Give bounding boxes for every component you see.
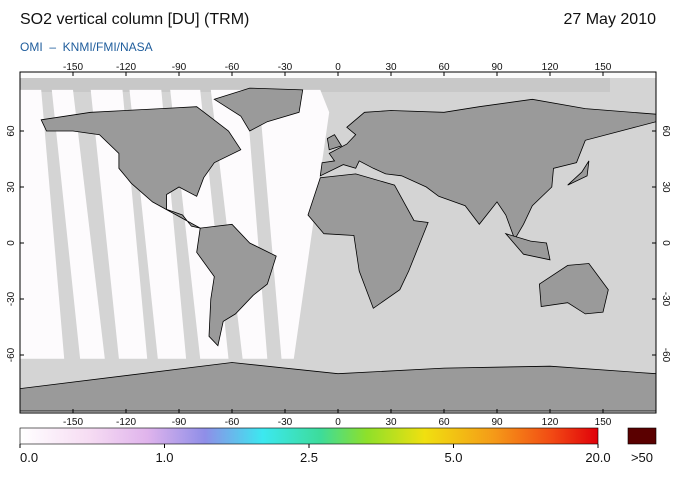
lon-label: -30 bbox=[278, 62, 293, 73]
lat-label: 0 bbox=[660, 240, 671, 246]
source: OMI – KNMI/FMI/NASA bbox=[20, 40, 153, 54]
orbit-swath bbox=[90, 89, 148, 359]
land bbox=[538, 263, 609, 315]
lon-label: 150 bbox=[595, 417, 612, 428]
lat-label: -60 bbox=[660, 348, 671, 363]
lon-label: 0 bbox=[335, 417, 341, 428]
lat-label: 60 bbox=[660, 125, 671, 137]
colorbar-label: 1.0 bbox=[155, 450, 173, 465]
lat-label: 60 bbox=[6, 125, 17, 137]
lon-label: 90 bbox=[491, 62, 503, 73]
lat-label: 30 bbox=[6, 181, 17, 193]
lon-label: 90 bbox=[491, 417, 503, 428]
lon-label: -60 bbox=[225, 417, 240, 428]
lon-label: 30 bbox=[385, 417, 397, 428]
colorbar-label: 2.5 bbox=[300, 450, 318, 465]
lon-label: 120 bbox=[542, 62, 559, 73]
land bbox=[213, 87, 304, 132]
colorbar bbox=[19, 427, 599, 445]
lat-label: -30 bbox=[6, 291, 17, 306]
lat-label: 30 bbox=[660, 181, 671, 193]
colorbar-label: 0.0 bbox=[20, 450, 38, 465]
map bbox=[20, 72, 656, 413]
axes: -150 -120 -90 -60 -30 0 30 60 90 120 150 -150 -120 -9… bbox=[6, 62, 671, 428]
lon-label: -150 bbox=[63, 417, 83, 428]
lon-label: -120 bbox=[116, 62, 136, 73]
lon-label: -90 bbox=[172, 62, 187, 73]
colorbar-label: 5.0 bbox=[444, 450, 462, 465]
lon-label: -120 bbox=[116, 417, 136, 428]
orbit-swath bbox=[258, 89, 330, 359]
lon-label: 150 bbox=[595, 62, 612, 73]
lat-label: -30 bbox=[660, 292, 671, 307]
lon-label: 120 bbox=[542, 417, 559, 428]
polar-band bbox=[20, 78, 610, 92]
title: SO2 vertical column [DU] (TRM) bbox=[20, 11, 249, 28]
lon-label: -150 bbox=[63, 62, 83, 73]
lat-label: 0 bbox=[6, 240, 17, 246]
lon-label: -60 bbox=[225, 62, 240, 73]
overflow-label: >50 bbox=[631, 450, 653, 465]
land bbox=[326, 134, 343, 151]
lon-label: -90 bbox=[172, 417, 187, 428]
land bbox=[307, 173, 429, 309]
lon-label: 0 bbox=[335, 62, 341, 73]
land bbox=[40, 106, 242, 229]
lon-label: 60 bbox=[438, 62, 450, 73]
colorbar-overflow bbox=[627, 427, 657, 445]
lon-label: 60 bbox=[438, 417, 450, 428]
orbit-swath bbox=[51, 89, 105, 359]
land bbox=[319, 98, 656, 241]
lat-label: -60 bbox=[6, 347, 17, 362]
land bbox=[196, 223, 277, 347]
date: 27 May 2010 bbox=[563, 11, 656, 28]
orbit-swath bbox=[20, 89, 65, 359]
lon-label: -30 bbox=[278, 417, 293, 428]
colorbar-labels: 0.0 1.0 2.5 5.0 20.0 bbox=[19, 444, 611, 465]
lon-label: 30 bbox=[385, 62, 397, 73]
land bbox=[567, 160, 590, 186]
land bbox=[504, 232, 551, 261]
colorbar-label: 20.0 bbox=[585, 450, 610, 465]
